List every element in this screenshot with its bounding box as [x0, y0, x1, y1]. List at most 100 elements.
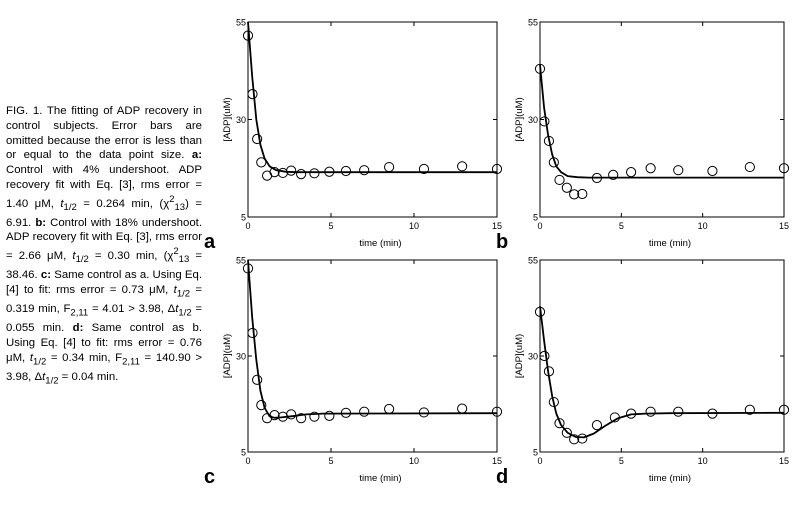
- caption-c-text-3: = 4.01 > 3.98, Δ: [91, 303, 176, 315]
- data-point: [384, 161, 395, 173]
- data-point: [707, 165, 718, 177]
- caption-b-text-3: = 38.46.: [6, 250, 203, 282]
- data-point: [296, 169, 307, 180]
- data-point: [457, 161, 468, 172]
- caption-chi-symbol: χ: [163, 197, 170, 210]
- y-tick-label: 30: [236, 115, 246, 125]
- data-point: [707, 408, 718, 419]
- caption-c-text-2: = 0.319 min, F: [6, 283, 203, 315]
- data-point: [543, 135, 555, 147]
- caption-intro: The fitting of ADP recovery in control s…: [6, 105, 203, 162]
- data-point: [340, 165, 352, 177]
- x-tick-label: 15: [492, 221, 502, 231]
- caption-c-text-4: = 0.055 min.: [6, 303, 202, 335]
- caption-t-symbol: t: [29, 351, 34, 364]
- caption-tag-d: d:: [72, 322, 84, 335]
- y-axis-label: [ADP](uM): [514, 97, 525, 141]
- x-tick-label: 10: [698, 221, 708, 231]
- caption-a-text-3: = 6.91.: [6, 197, 203, 229]
- y-tick-label: 55: [236, 18, 246, 28]
- caption-half-subscript: 1/2: [45, 375, 59, 387]
- figure-caption: FIG. 1. The fitting of ADP recovery in c…: [6, 104, 202, 389]
- caption-half-subscript: 1/2: [176, 288, 191, 300]
- data-point: [261, 413, 273, 424]
- caption-half-subscript: 1/2: [178, 307, 192, 319]
- plot-frame: [539, 259, 785, 453]
- fit-curve: [539, 305, 785, 439]
- data-point: [256, 157, 267, 168]
- panel-letter: b: [496, 231, 508, 253]
- fit-curve: [539, 64, 784, 179]
- data-point: [256, 400, 267, 411]
- data-point: [577, 188, 588, 200]
- caption-t-symbol: t: [60, 197, 64, 210]
- data-point: [309, 411, 320, 422]
- caption-tag-a: a:: [191, 149, 202, 162]
- data-point: [744, 161, 755, 173]
- fit-curve: [247, 21, 497, 174]
- caption-t-symbol: t: [173, 283, 177, 296]
- caption-close-paren: ): [185, 197, 189, 210]
- x-tick-label: 0: [537, 221, 542, 231]
- data-point: [561, 427, 572, 438]
- data-point: [418, 407, 430, 418]
- data-point: [340, 407, 352, 418]
- x-tick-label: 15: [779, 221, 789, 231]
- y-tick-label: 55: [236, 256, 246, 266]
- data-point: [242, 263, 254, 274]
- caption-fig-label: FIG. 1.: [6, 105, 43, 117]
- data-point: [554, 418, 565, 429]
- caption-t-symbol: t: [72, 250, 76, 263]
- data-point: [491, 406, 503, 417]
- y-tick-label: 5: [533, 448, 538, 458]
- caption-d-text-2: = 0.34 min, F: [50, 351, 123, 364]
- y-axis-label: [ADP](uM): [222, 334, 233, 378]
- panel-letter: c: [204, 466, 215, 488]
- data-point: [359, 406, 370, 417]
- data-point: [269, 167, 280, 178]
- caption-t-symbol: t: [42, 370, 46, 383]
- data-point: [577, 433, 588, 444]
- caption-tag-c: c:: [40, 269, 52, 282]
- y-tick-label: 30: [236, 352, 246, 362]
- data-point: [539, 350, 550, 362]
- data-point: [561, 182, 572, 193]
- data-point: [324, 410, 335, 422]
- panel-letter: a: [204, 231, 216, 253]
- caption-chi-symbol: χ: [167, 250, 174, 263]
- data-point: [569, 189, 580, 200]
- caption-half-subscript: 1/2: [63, 201, 77, 213]
- y-tick-label: 5: [241, 448, 246, 458]
- caption-chi-subscript: 13: [178, 254, 190, 266]
- data-point: [609, 412, 620, 423]
- x-tick-label: 0: [537, 456, 542, 466]
- data-point: [242, 30, 254, 41]
- data-point: [625, 167, 637, 178]
- x-axis-label: time (min): [649, 473, 691, 484]
- x-tick-label: 5: [619, 221, 624, 231]
- data-point: [384, 403, 395, 415]
- data-point: [539, 116, 550, 127]
- data-point: [252, 133, 263, 145]
- data-point: [252, 374, 263, 385]
- data-point: [645, 163, 656, 174]
- caption-b-text-2: = 0.30 min, (: [94, 250, 168, 263]
- data-point: [591, 172, 603, 184]
- x-axis-label: time (min): [649, 238, 691, 249]
- data-point: [324, 166, 335, 177]
- x-tick-label: 0: [245, 456, 250, 466]
- y-axis-label: [ADP](uM): [514, 334, 525, 378]
- panel-letter: d: [496, 466, 508, 488]
- caption-t-symbol: t: [175, 303, 179, 315]
- fit-curve: [247, 259, 498, 419]
- data-point: [548, 157, 559, 168]
- y-axis-label: [ADP](uM): [222, 97, 233, 141]
- y-tick-label: 5: [241, 213, 246, 223]
- data-point: [548, 396, 559, 408]
- data-point: [673, 406, 684, 417]
